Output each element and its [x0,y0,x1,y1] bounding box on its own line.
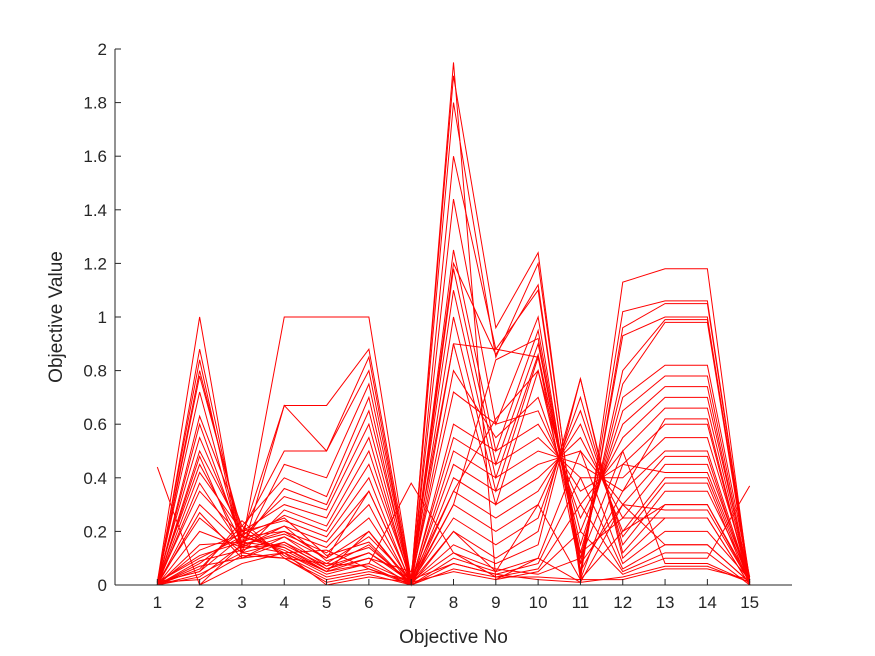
y-axis-ticks: 0 0.2 0.4 0.6 0.8 1 1.2 1.4 1.6 1.8 2 [83,40,121,595]
x-tick-label: 14 [698,593,717,612]
series-line-14 [156,423,751,587]
x-tick-label: 5 [322,593,331,612]
x-tick-label: 9 [491,593,500,612]
x-axis-title: Objective No [399,627,508,648]
x-tick-label: 13 [656,593,675,612]
series-line-21 [156,395,751,586]
x-tick-label: 10 [529,593,548,612]
y-tick-label: 0 [98,576,107,595]
series-line-9 [156,290,751,586]
series-line-31 [157,337,751,584]
series-line-8 [156,268,751,586]
y-tick-label: 1.4 [83,201,107,220]
series-line-34 [157,555,750,586]
series-line-4 [156,102,751,583]
series-line-26 [157,503,750,586]
series-lines [156,62,751,587]
x-tick-label: 3 [237,593,246,612]
x-tick-label: 6 [364,593,373,612]
x-axis-ticks: 1 2 3 4 5 6 7 8 9 10 11 12 13 14 15 [153,579,759,612]
series-line-22 [157,376,751,586]
series-line-32 [156,369,751,586]
x-tick-label: 1 [153,593,162,612]
y-tick-label: 2 [98,40,107,59]
x-tick-label: 7 [406,593,415,612]
x-tick-label: 8 [449,593,458,612]
y-axis-title: Objective Value [46,251,67,383]
series-line-30 [157,261,751,586]
series-line-20 [156,409,751,586]
series-line-29 [157,343,751,586]
series-line-3 [156,75,751,586]
series-line-6 [156,198,751,586]
series-line-10 [156,316,751,583]
x-tick-label: 2 [195,593,204,612]
y-tick-label: 0.2 [83,522,107,541]
y-tick-label: 1.8 [83,94,107,113]
series-line-27 [157,485,751,586]
series-line-33 [157,549,750,586]
y-tick-label: 1 [98,308,107,327]
x-tick-label: 4 [280,593,289,612]
x-tick-label: 12 [613,593,632,612]
series-line-5 [156,156,751,586]
series-line-18 [156,436,751,586]
y-tick-label: 0.4 [83,469,107,488]
y-tick-label: 0.8 [83,362,107,381]
series-line-7 [156,249,751,583]
x-tick-label: 11 [572,593,590,612]
series-line-23 [157,378,751,586]
series-line-24 [157,449,751,586]
y-tick-label: 1.6 [83,147,107,166]
series-line-16 [156,450,751,587]
y-tick-label: 0.6 [83,415,107,434]
y-tick-label: 1.2 [83,254,107,273]
x-tick-label: 15 [740,593,759,612]
